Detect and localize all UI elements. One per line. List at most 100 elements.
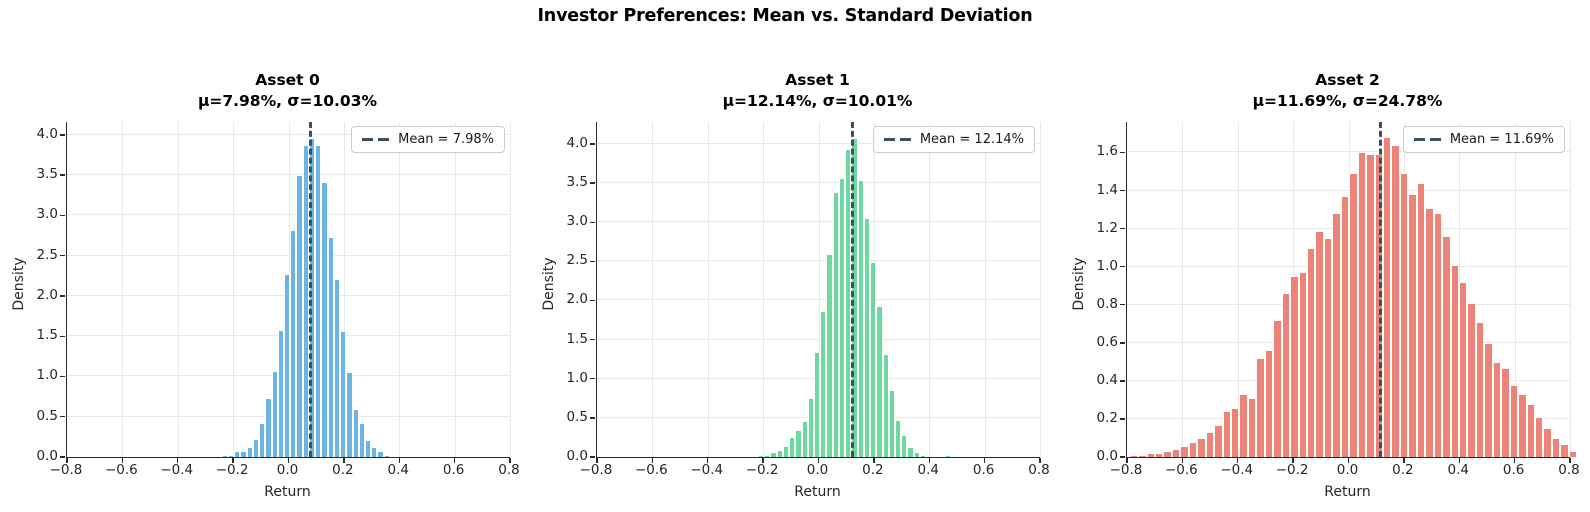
tick-x xyxy=(651,458,654,463)
y-tick-label: 0.0 xyxy=(1096,448,1118,464)
y-tick-label: 1.4 xyxy=(1096,181,1118,198)
y-tick-label: 0.0 xyxy=(36,448,58,464)
tick-x xyxy=(928,458,930,463)
histogram-bar xyxy=(1551,437,1561,457)
histogram-bar xyxy=(1475,321,1485,457)
histogram-bar xyxy=(913,452,920,457)
y-tick-label: 0.2 xyxy=(1096,409,1118,426)
histogram-bar xyxy=(1315,230,1324,457)
tick-x xyxy=(1237,458,1239,463)
x-tick-label: −0.2 xyxy=(215,462,249,478)
histogram-bar xyxy=(795,429,802,457)
gridline-x xyxy=(510,122,511,457)
tick-x xyxy=(983,458,986,463)
x-tick-label: −0.6 xyxy=(1164,462,1198,478)
y-tick-label: 0.5 xyxy=(566,408,588,425)
histogram-bar xyxy=(814,352,821,457)
tick-x xyxy=(121,458,124,463)
histogram-bar xyxy=(221,455,228,457)
tick-y xyxy=(1120,342,1126,344)
gridline-x xyxy=(1570,122,1571,457)
chart-asset-0: Asset 0 μ=7.98%, σ=10.03% Density Mean =… xyxy=(0,60,530,512)
histogram-bar xyxy=(234,451,241,457)
gridline-x xyxy=(652,122,654,457)
tick-x xyxy=(1458,458,1460,463)
tick-x xyxy=(762,458,764,463)
histogram-bar xyxy=(1180,445,1189,457)
y-tick-label: 0.8 xyxy=(1096,295,1118,312)
tick-y xyxy=(1120,456,1126,458)
x-tick-label: −0.2 xyxy=(1275,462,1309,478)
histogram-bar xyxy=(770,452,777,457)
x-axis-label: Return xyxy=(794,484,841,500)
x-tick-label: 0.2 xyxy=(862,462,884,478)
tick-x xyxy=(66,458,68,463)
histogram-bar xyxy=(346,371,353,457)
tick-x xyxy=(232,458,234,463)
histogram-bar xyxy=(789,437,796,457)
x-tick-label: 0.4 xyxy=(387,462,409,478)
histogram-bar xyxy=(863,217,871,457)
figure-title: Investor Preferences: Mean vs. Standard … xyxy=(537,6,1033,26)
x-tick-label: −0.4 xyxy=(160,462,194,478)
gridline-x xyxy=(1182,122,1184,457)
tick-y xyxy=(60,255,66,257)
histogram-bar xyxy=(240,450,247,457)
x-tick-label: 0.4 xyxy=(917,462,939,478)
x-tick-label: −0.6 xyxy=(634,462,668,478)
y-tick-label: 2.5 xyxy=(36,246,58,263)
histogram-bar xyxy=(1509,384,1519,457)
y-tick-label: 3.0 xyxy=(36,206,58,223)
chart-title-line2: μ=7.98%, σ=10.03% xyxy=(197,92,378,110)
histogram-bar xyxy=(1374,154,1384,457)
chart-title: Asset 0 μ=7.98%, σ=10.03% xyxy=(66,70,509,112)
chart-title-line1: Asset 2 xyxy=(1315,71,1380,89)
tick-y xyxy=(60,335,66,337)
x-axis-label: Return xyxy=(1324,484,1371,500)
x-tick-label: −0.6 xyxy=(104,462,138,478)
histogram-bar xyxy=(1543,428,1552,457)
mean-line xyxy=(309,122,313,457)
histogram-bar xyxy=(246,446,253,457)
histogram-bar xyxy=(383,454,390,457)
tick-x xyxy=(1513,458,1516,463)
x-tick-label: 0.8 xyxy=(1558,462,1580,478)
legend: Mean = 12.14% xyxy=(872,126,1035,153)
histogram-bar xyxy=(259,423,266,457)
histogram-bar xyxy=(1366,154,1375,457)
histogram-bar xyxy=(1256,358,1265,457)
histogram-bar xyxy=(1205,432,1215,457)
chart-asset-2: Asset 2 μ=11.69%, σ=24.78% Density Mean … xyxy=(1060,60,1590,512)
histogram-bar xyxy=(764,454,771,457)
mean-line xyxy=(1379,122,1383,457)
x-tick-label: 0.0 xyxy=(1336,462,1359,478)
legend: Mean = 11.69% xyxy=(1402,126,1565,153)
tick-x xyxy=(1292,458,1294,463)
tick-x xyxy=(1039,458,1041,463)
tick-y xyxy=(1120,418,1126,420)
tick-y xyxy=(590,378,596,380)
histogram-bar xyxy=(1298,272,1308,457)
histogram-bar xyxy=(1560,443,1569,457)
histogram-bar xyxy=(1349,173,1358,457)
x-tick-label: 0.0 xyxy=(276,462,299,478)
histogram-bar xyxy=(358,423,365,457)
tick-x xyxy=(1403,458,1405,463)
legend-label: Mean = 7.98% xyxy=(398,132,494,147)
y-tick-label: 1.2 xyxy=(1096,219,1118,236)
tick-y xyxy=(60,295,66,297)
tick-x xyxy=(509,458,511,463)
y-tick-label: 0.4 xyxy=(1096,371,1118,388)
y-tick-label: 1.0 xyxy=(36,367,58,384)
legend-dash-icon xyxy=(1413,137,1441,142)
plot-area: Mean = 7.98% xyxy=(60,122,511,463)
tick-y xyxy=(590,299,596,302)
histogram-bar xyxy=(1357,152,1367,457)
histogram-bar xyxy=(876,305,883,457)
legend-label: Mean = 12.14% xyxy=(919,132,1024,147)
histogram-bar xyxy=(820,311,827,457)
histogram-bar xyxy=(1323,238,1333,457)
histogram-bar xyxy=(751,456,758,457)
y-tick-label: 2.0 xyxy=(36,286,58,303)
